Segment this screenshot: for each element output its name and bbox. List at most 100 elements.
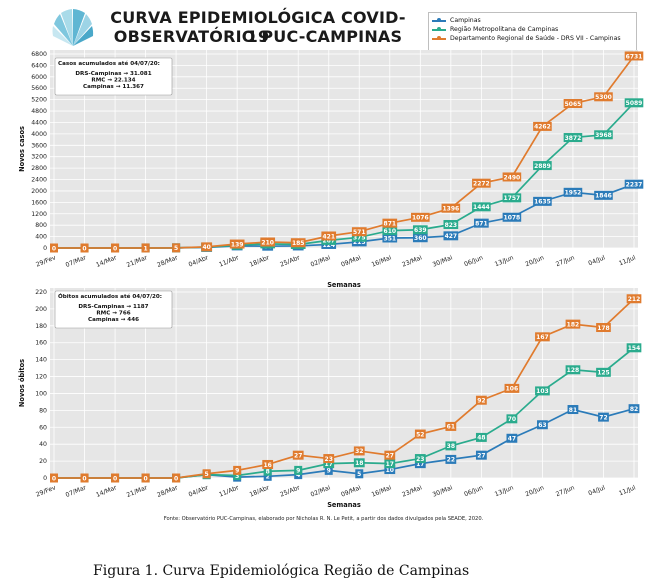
annotation-line: RMC → 22.134 <box>91 78 135 84</box>
data-label-text: 128 <box>567 367 580 374</box>
legend-item-campinas: Campinas <box>429 16 636 25</box>
data-label-text: 1 <box>143 245 147 252</box>
data-label-rmc: 5089 <box>624 98 644 108</box>
data-label-box <box>202 469 211 479</box>
x-tick-label: 27/Jun <box>555 484 576 498</box>
data-label-campinas: 351 <box>382 233 398 243</box>
data-label-text: 5 <box>174 245 178 252</box>
x-axis-label: Semanas <box>327 501 361 509</box>
annotation-title: Óbitos acumulados até 04/07/20: <box>58 293 162 300</box>
y-tick-label: 6000 <box>31 74 47 81</box>
x-tick-label: 09/Mai <box>340 254 362 268</box>
data-label-box <box>141 473 150 483</box>
legend-swatch-rmc <box>432 27 446 31</box>
data-label-text: 27 <box>294 452 302 459</box>
x-tick-label: 21/Mar <box>126 254 149 269</box>
y-tick-label: 4000 <box>31 131 47 138</box>
data-label-text: 639 <box>414 227 427 234</box>
y-tick-label: 180 <box>35 323 47 330</box>
data-label-drs: 6731 <box>624 51 644 61</box>
data-label-box <box>292 450 304 460</box>
data-label-rmc: 38 <box>445 441 457 451</box>
data-label-text: 2889 <box>534 163 551 170</box>
y-tick-label: 20 <box>39 458 47 465</box>
annotation-box <box>54 57 173 96</box>
y-tick-label: 1200 <box>31 211 47 218</box>
data-label-box <box>260 237 276 247</box>
data-label-box <box>624 98 644 108</box>
data-label-text: 267 <box>322 238 335 245</box>
data-label-box <box>382 233 398 243</box>
data-label-box <box>628 404 640 414</box>
data-label-drs: 421 <box>321 231 337 241</box>
data-label-text: 1396 <box>442 205 459 212</box>
data-label-box <box>624 179 644 189</box>
data-label-rmc: 128 <box>565 365 581 375</box>
data-label-text: 2490 <box>504 174 521 181</box>
data-label-box <box>445 441 457 451</box>
data-label-text: 182 <box>567 321 580 328</box>
data-label-campinas: 2 <box>263 471 272 481</box>
data-label-rmc: 17 <box>384 459 396 469</box>
data-label-text: 27 <box>477 452 485 459</box>
data-label-rmc: 103 <box>535 386 550 396</box>
x-tick-label: 04/Jul <box>587 254 606 267</box>
data-label-text: 871 <box>384 220 397 227</box>
y-tick-label: 4800 <box>31 108 47 115</box>
x-tick-label: 13/Jun <box>494 484 515 498</box>
data-label-text: 1846 <box>595 193 612 200</box>
data-label-text: 871 <box>475 220 488 227</box>
data-label-campinas: 81 <box>567 405 579 415</box>
data-label-box <box>472 178 491 188</box>
x-tick-label: 11/Jul <box>618 484 637 497</box>
x-tick-label: 16/Mai <box>371 484 393 498</box>
data-label-rmc: 823 <box>443 220 459 230</box>
x-tick-label: 21/Mar <box>126 484 149 499</box>
data-label-drs: 2272 <box>472 178 491 188</box>
source-note: Fonte: Observatório PUC-Campinas, elabor… <box>163 516 484 522</box>
x-tick-label: 11/Abr <box>218 484 240 498</box>
data-label-box <box>294 465 303 475</box>
data-label-box <box>506 433 518 443</box>
x-tick-label: 13/Jun <box>494 254 515 268</box>
data-label-box <box>533 196 552 206</box>
data-label-drs: 5 <box>172 243 181 253</box>
data-label-text: 3968 <box>595 132 612 139</box>
y-tick-label: 100 <box>35 390 47 397</box>
data-label-text: 9 <box>235 468 239 475</box>
data-label-text: 3 <box>235 473 239 480</box>
data-label-box <box>596 367 611 377</box>
data-label-text: 5089 <box>626 100 643 107</box>
y-tick-label: 3200 <box>31 154 47 161</box>
data-label-drs: 1 <box>141 243 150 253</box>
data-label-text: 0 <box>113 245 117 252</box>
data-label-box <box>414 429 426 439</box>
data-label-box <box>323 459 335 469</box>
data-label-box <box>233 470 242 480</box>
data-label-box <box>474 218 489 228</box>
data-label-rmc: 1444 <box>472 202 491 212</box>
data-label-box <box>537 420 548 430</box>
data-label-box <box>353 458 365 468</box>
data-label-drs: 61 <box>445 421 457 431</box>
data-label-text: 5 <box>205 471 209 478</box>
legend-label-campinas: Campinas <box>450 17 481 24</box>
data-label-text: 52 <box>416 431 424 438</box>
data-label-text: 167 <box>536 334 549 341</box>
data-label-text: 610 <box>384 228 397 235</box>
data-label-drs: 4262 <box>533 121 552 131</box>
data-label-box <box>80 473 89 483</box>
data-label-rmc: 125 <box>596 367 611 377</box>
data-label-text: 0 <box>82 245 86 252</box>
y-tick-label: 40 <box>39 441 47 448</box>
data-label-campinas: 1952 <box>563 187 583 197</box>
data-label-box <box>414 459 426 469</box>
y-tick-label: 5200 <box>31 97 47 104</box>
data-label-text: 18 <box>355 460 363 467</box>
series-line-drs <box>54 298 635 479</box>
data-label-box <box>475 450 487 460</box>
data-label-text: 23 <box>416 456 424 463</box>
data-label-drs: 5 <box>202 469 211 479</box>
data-label-box <box>263 471 272 481</box>
chart-title-line2: OBSERVATÓRIO PUC-CAMPINAS <box>113 27 403 46</box>
